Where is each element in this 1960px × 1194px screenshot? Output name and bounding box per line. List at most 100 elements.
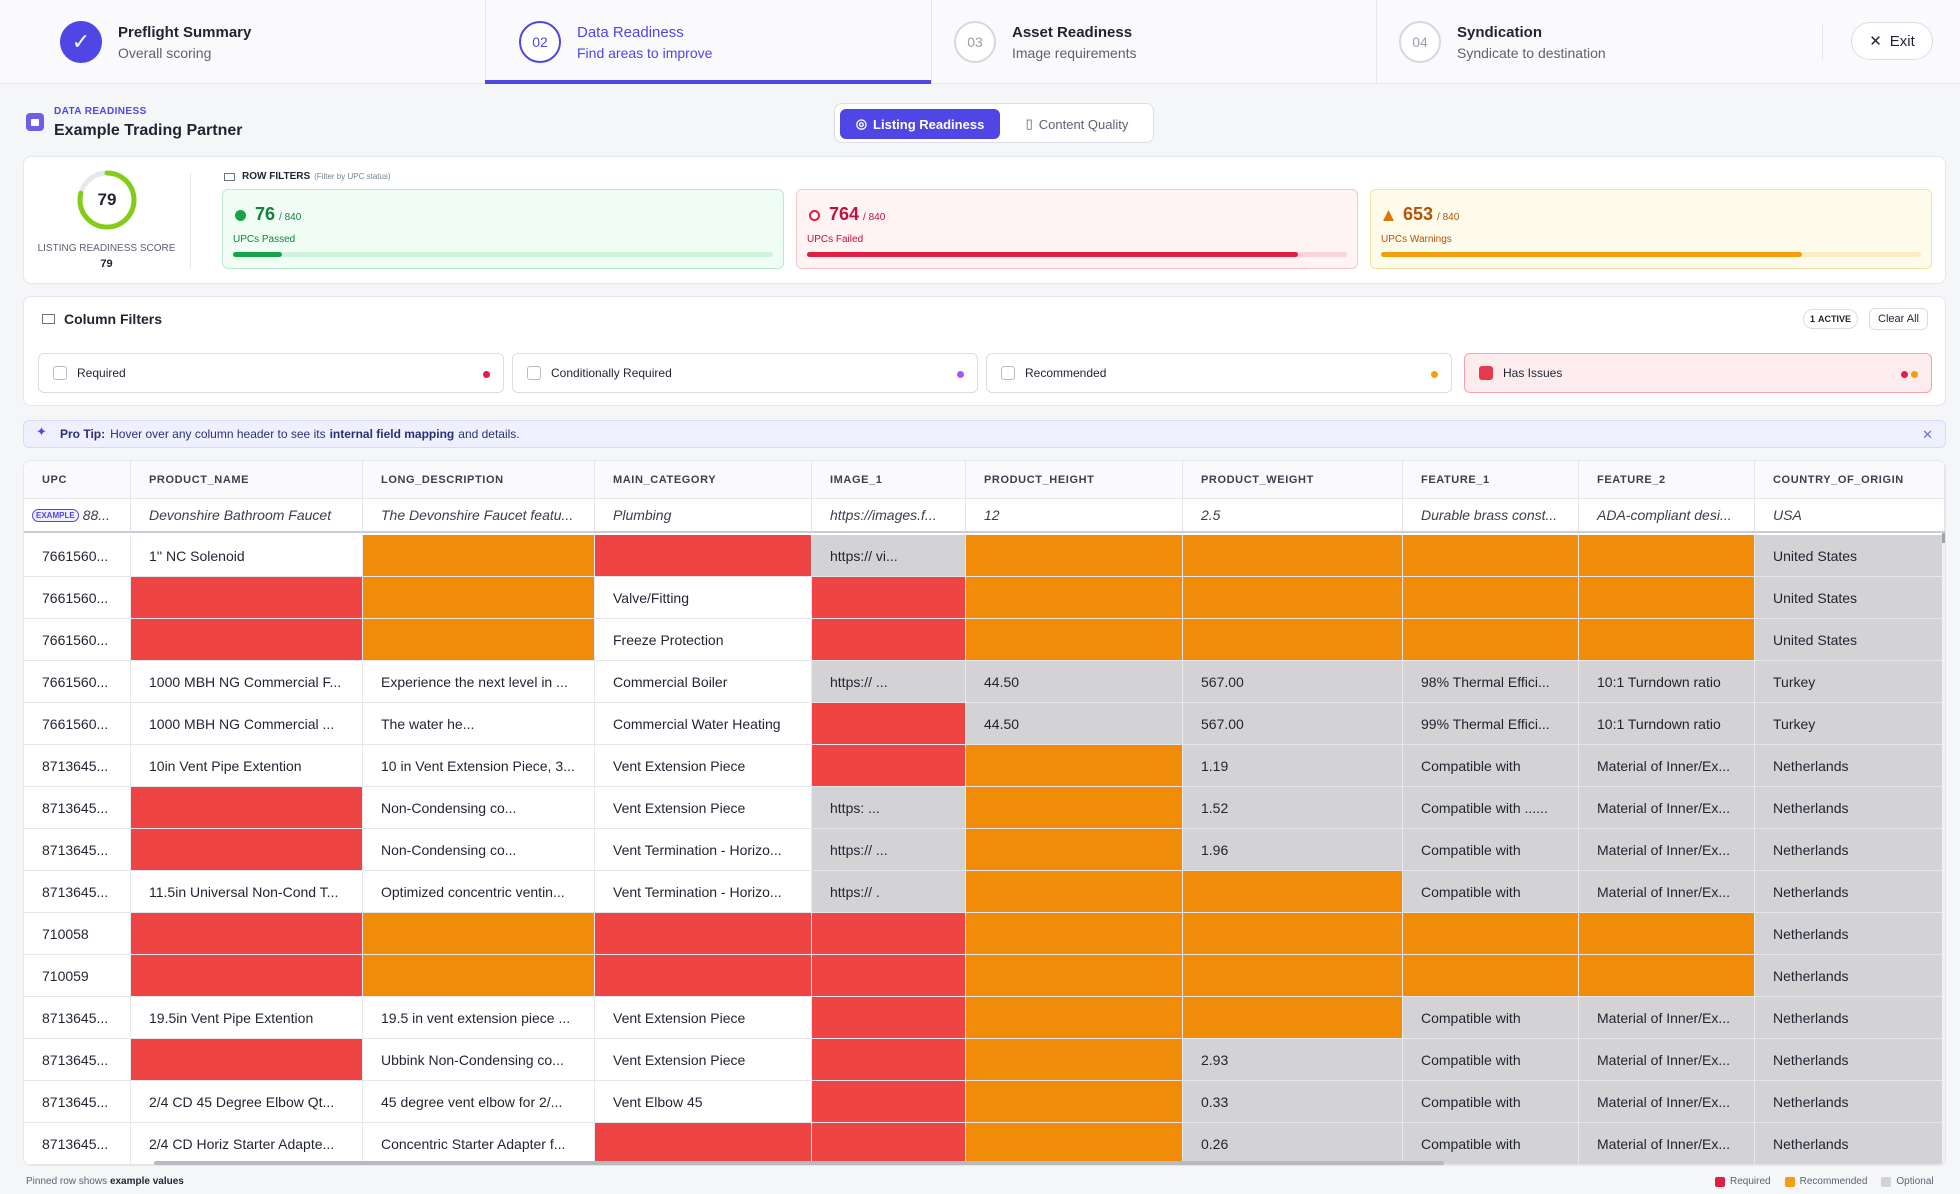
- cell-product-height[interactable]: [966, 619, 1183, 660]
- cell-product-name[interactable]: 19.5in Vent Pipe Extention: [131, 997, 363, 1038]
- cell-image-1[interactable]: https:// ...: [812, 829, 966, 870]
- cell-feature-1[interactable]: Compatible with: [1403, 1039, 1579, 1080]
- cell-long-description[interactable]: Concentric Starter Adapter f...: [363, 1123, 595, 1164]
- cell-main-category[interactable]: Vent Termination - Horizo...: [595, 829, 812, 870]
- column-header-upc[interactable]: UPC: [24, 461, 131, 498]
- table-row[interactable]: 8713645... 10in Vent Pipe Extention 10 in …: [24, 745, 1945, 787]
- checkbox[interactable]: [1001, 366, 1015, 380]
- cell-country-of-origin[interactable]: Netherlands: [1755, 1123, 1945, 1164]
- cell-country-of-origin[interactable]: Turkey: [1755, 703, 1945, 744]
- cell-product-name[interactable]: 11.5in Universal Non-Cond T...: [131, 871, 363, 912]
- cell-product-name[interactable]: 2/4 CD Horiz Starter Adapte...: [131, 1123, 363, 1164]
- cell-country-of-origin[interactable]: Netherlands: [1755, 913, 1945, 954]
- cell-product-height[interactable]: [966, 577, 1183, 618]
- cell-long-description[interactable]: Ubbink Non-Condensing co...: [363, 1039, 595, 1080]
- cell-product-name[interactable]: 1'' NC Solenoid: [131, 535, 363, 576]
- cell-upc[interactable]: 7661560...: [24, 577, 131, 618]
- step-syndication[interactable]: 04 Syndication Syndicate to destination: [1399, 0, 1606, 84]
- cell-main-category[interactable]: Vent Extension Piece: [595, 745, 812, 786]
- cell-long-description[interactable]: 19.5 in vent extension piece ...: [363, 997, 595, 1038]
- cell-feature-1[interactable]: [1403, 619, 1579, 660]
- cell-product-height[interactable]: [966, 1039, 1183, 1080]
- cell-feature-1[interactable]: 98% Thermal Effici...: [1403, 661, 1579, 702]
- cell-main-category[interactable]: Vent Extension Piece: [595, 1039, 812, 1080]
- cell-main-category[interactable]: Valve/Fitting: [595, 577, 812, 618]
- cell-feature-2[interactable]: [1579, 955, 1755, 996]
- cell-long-description[interactable]: Optimized concentric ventin...: [363, 871, 595, 912]
- cell-long-description[interactable]: The water he...: [363, 703, 595, 744]
- cell-product-height[interactable]: [966, 997, 1183, 1038]
- cell-product-height[interactable]: [966, 1081, 1183, 1122]
- cell-feature-2[interactable]: Material of Inner/Ex...: [1579, 1039, 1755, 1080]
- cell-image-1[interactable]: [812, 703, 966, 744]
- cell-product-height[interactable]: [966, 955, 1183, 996]
- cell-feature-1[interactable]: Compatible with: [1403, 745, 1579, 786]
- cell-feature-1[interactable]: Compatible with: [1403, 1081, 1579, 1122]
- cell-image-1[interactable]: [812, 577, 966, 618]
- cell-product-name[interactable]: 1000 MBH NG Commercial ...: [131, 703, 363, 744]
- cell-long-description[interactable]: [363, 619, 595, 660]
- exit-button[interactable]: ✕ Exit: [1851, 22, 1933, 60]
- cell-main-category[interactable]: [595, 955, 812, 996]
- cell-long-description[interactable]: [363, 955, 595, 996]
- checkbox[interactable]: [527, 366, 541, 380]
- cell-product-weight[interactable]: 1.96: [1183, 829, 1403, 870]
- cell-product-name[interactable]: [131, 1039, 363, 1080]
- cell-feature-2[interactable]: [1579, 535, 1755, 576]
- cell-product-weight[interactable]: 567.00: [1183, 703, 1403, 744]
- cell-main-category[interactable]: Freeze Protection: [595, 619, 812, 660]
- cell-main-category[interactable]: Vent Elbow 45: [595, 1081, 812, 1122]
- cell-feature-1[interactable]: Compatible with: [1403, 871, 1579, 912]
- cell-product-weight[interactable]: [1183, 577, 1403, 618]
- cell-product-weight[interactable]: [1183, 535, 1403, 576]
- cell-long-description[interactable]: Non-Condensing co...: [363, 787, 595, 828]
- horizontal-scrollbar[interactable]: [154, 1161, 1444, 1165]
- cell-product-weight[interactable]: [1183, 913, 1403, 954]
- cell-feature-1[interactable]: [1403, 535, 1579, 576]
- column-header-feature-2[interactable]: FEATURE_2: [1579, 461, 1755, 498]
- cell-country-of-origin[interactable]: United States: [1755, 535, 1945, 576]
- cell-upc[interactable]: 7661560...: [24, 535, 131, 576]
- cell-long-description[interactable]: 10 in Vent Extension Piece, 3...: [363, 745, 595, 786]
- cell-product-weight[interactable]: [1183, 997, 1403, 1038]
- cell-country-of-origin[interactable]: Netherlands: [1755, 1039, 1945, 1080]
- step-data-readiness[interactable]: 02 Data Readiness Find areas to improve: [519, 0, 712, 84]
- column-header-product-weight[interactable]: PRODUCT_WEIGHT: [1183, 461, 1403, 498]
- cell-main-category[interactable]: [595, 535, 812, 576]
- cell-country-of-origin[interactable]: Netherlands: [1755, 1081, 1945, 1122]
- cell-country-of-origin[interactable]: Netherlands: [1755, 997, 1945, 1038]
- table-row[interactable]: 8713645... 2/4 CD Horiz Starter Adapte...…: [24, 1123, 1945, 1165]
- cell-long-description[interactable]: [363, 913, 595, 954]
- cell-long-description[interactable]: 45 degree vent elbow for 2/...: [363, 1081, 595, 1122]
- cell-image-1[interactable]: https: ...: [812, 787, 966, 828]
- column-header-long-description[interactable]: LONG_DESCRIPTION: [363, 461, 595, 498]
- checkbox-checked[interactable]: [1479, 366, 1493, 380]
- column-header-product-name[interactable]: PRODUCT_NAME: [131, 461, 363, 498]
- cell-product-weight[interactable]: 1.52: [1183, 787, 1403, 828]
- step-preflight-summary[interactable]: ✓ Preflight Summary Overall scoring: [60, 0, 251, 84]
- cell-product-weight[interactable]: 567.00: [1183, 661, 1403, 702]
- cell-product-weight[interactable]: 2.93: [1183, 1039, 1403, 1080]
- cell-upc[interactable]: 7661560...: [24, 619, 131, 660]
- cell-upc[interactable]: 8713645...: [24, 787, 131, 828]
- content-quality-tab[interactable]: ▯ Content Quality: [1007, 109, 1147, 139]
- cell-product-name[interactable]: [131, 787, 363, 828]
- cell-product-height[interactable]: [966, 829, 1183, 870]
- step-asset-readiness[interactable]: 03 Asset Readiness Image requirements: [954, 0, 1137, 84]
- cell-product-weight[interactable]: [1183, 871, 1403, 912]
- filter-conditionally-required[interactable]: Conditionally Required: [512, 353, 978, 393]
- cell-product-name[interactable]: 10in Vent Pipe Extention: [131, 745, 363, 786]
- cell-main-category[interactable]: Commercial Boiler: [595, 661, 812, 702]
- cell-upc[interactable]: 7661560...: [24, 703, 131, 744]
- cell-feature-2[interactable]: Material of Inner/Ex...: [1579, 997, 1755, 1038]
- cell-main-category[interactable]: Commercial Water Heating: [595, 703, 812, 744]
- clear-all-button[interactable]: Clear All: [1869, 308, 1928, 330]
- cell-product-name[interactable]: [131, 829, 363, 870]
- table-row[interactable]: 8713645... Non-Condensing co... Vent Term…: [24, 829, 1945, 871]
- column-header-image-1[interactable]: IMAGE_1: [812, 461, 966, 498]
- cell-product-height[interactable]: 44.50: [966, 703, 1183, 744]
- cell-long-description[interactable]: Non-Condensing co...: [363, 829, 595, 870]
- table-row[interactable]: 8713645... 11.5in Universal Non-Cond T...…: [24, 871, 1945, 913]
- cell-feature-2[interactable]: [1579, 619, 1755, 660]
- cell-product-height[interactable]: [966, 913, 1183, 954]
